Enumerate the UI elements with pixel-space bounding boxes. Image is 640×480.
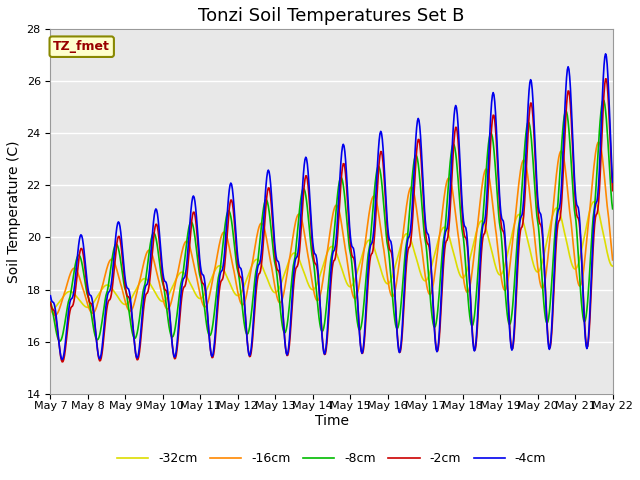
-32cm [557,215,565,220]
-16cm [195,285,203,291]
Text: TZ_fmet: TZ_fmet [53,40,110,53]
-8cm [56,338,64,344]
-8cm [600,97,607,103]
-8cm [195,266,203,272]
-4cm [434,347,442,352]
-16cm [171,284,179,289]
-8cm [558,139,566,144]
-2cm [609,188,616,193]
Y-axis label: Soil Temperature (C): Soil Temperature (C) [7,140,21,283]
-8cm [47,300,54,305]
Title: Tonzi Soil Temperatures Set B: Tonzi Soil Temperatures Set B [198,7,465,25]
Line: -32cm: -32cm [51,202,612,311]
-16cm [378,238,386,244]
-16cm [434,246,442,252]
-4cm [378,136,386,142]
-16cm [324,247,332,252]
-8cm [324,290,332,296]
-2cm [47,300,54,305]
-2cm [171,356,179,361]
-32cm [323,251,331,257]
-16cm [558,149,566,155]
-32cm [433,242,441,248]
-2cm [58,359,66,365]
Line: -4cm: -4cm [51,54,612,360]
-32cm [170,281,178,287]
Line: -16cm: -16cm [51,142,612,315]
Legend: -32cm, -16cm, -8cm, -2cm, -4cm: -32cm, -16cm, -8cm, -2cm, -4cm [112,447,551,470]
Line: -8cm: -8cm [51,100,612,341]
-32cm [378,269,385,275]
-8cm [609,206,616,212]
-32cm [590,199,598,204]
-2cm [324,331,332,336]
-8cm [434,308,442,313]
-32cm [194,295,202,300]
-16cm [51,312,59,318]
-16cm [609,257,616,263]
-2cm [602,76,609,82]
-4cm [171,354,179,360]
-4cm [558,176,566,182]
-2cm [195,253,203,259]
-4cm [58,357,66,362]
-16cm [595,139,602,145]
-4cm [324,323,332,329]
-4cm [195,246,203,252]
Line: -2cm: -2cm [51,79,612,362]
-4cm [602,51,609,57]
-8cm [378,185,386,191]
-32cm [47,308,54,313]
X-axis label: Time: Time [314,414,349,428]
-4cm [47,293,54,299]
-4cm [609,180,616,185]
-2cm [558,195,566,201]
-2cm [434,348,442,354]
-16cm [47,306,54,312]
-2cm [378,153,386,158]
-8cm [171,328,179,334]
-32cm [609,263,616,269]
